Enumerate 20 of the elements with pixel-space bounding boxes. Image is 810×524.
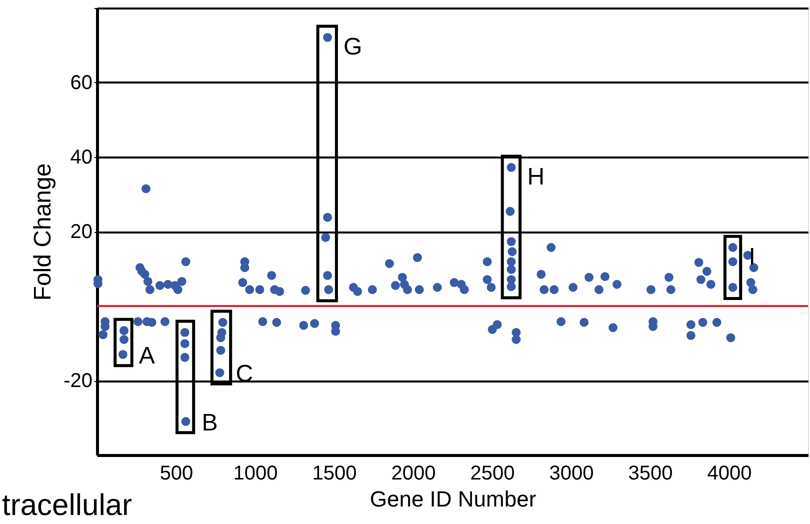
y-tick-label: 60 (70, 72, 92, 94)
y-axis-title: Fold Change (30, 163, 57, 301)
x-tick-label: 2500 (470, 462, 515, 484)
y-tick-label: -20 (64, 370, 92, 392)
x-axis-title: Gene ID Number (370, 486, 536, 512)
x-tick-label: 3500 (628, 462, 673, 484)
annotation: A (138, 342, 155, 370)
annotation: H (527, 163, 545, 190)
x-tick-label: 4000 (707, 462, 752, 484)
x-tick-label: 1000 (233, 462, 278, 484)
annotation: G (344, 33, 362, 60)
x-tick-label: 1500 (312, 462, 357, 484)
y-tick-label: 20 (70, 221, 92, 243)
x-tick-label: 500 (160, 462, 194, 484)
y-tick-label: 40 (70, 146, 92, 168)
annotation: I (748, 244, 756, 271)
x-tick-label: 2000 (391, 462, 436, 484)
text: tracellular (2, 489, 132, 522)
annotation: B (202, 409, 218, 436)
x-tick-label: 3000 (549, 462, 594, 484)
